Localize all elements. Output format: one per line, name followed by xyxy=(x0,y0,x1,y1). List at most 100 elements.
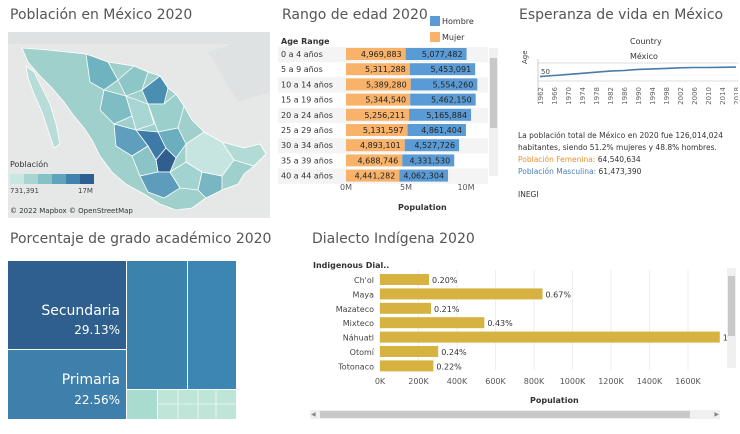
bar-hombre-label: 5,554,260 xyxy=(433,80,474,89)
academic-treemap[interactable]: Secundaria 29.13% Primaria 22.56% xyxy=(8,261,236,419)
bar-hombre[interactable] xyxy=(405,48,467,60)
bar-hombre[interactable] xyxy=(410,78,478,91)
treemap-tile-6[interactable] xyxy=(158,390,236,419)
bar-hombre-label: 4,331,530 xyxy=(410,156,451,165)
life-chart: 1962 1966 1970 1974 1978 1982 1986 1990 1994 1998… xyxy=(537,59,738,105)
bar-mujer[interactable] xyxy=(346,78,411,91)
dialect-bar[interactable] xyxy=(380,331,720,343)
tile-primaria-label: Primaria xyxy=(61,372,120,388)
bar-mujer-label: 5,256,211 xyxy=(364,111,405,120)
dialect-bar[interactable] xyxy=(380,274,430,285)
bar-hombre-label: 5,462,150 xyxy=(431,96,472,105)
bar-hombre-label: 5,077,482 xyxy=(422,50,463,59)
age-row-label: 15 a 19 años xyxy=(281,96,333,105)
dialect-scrollbar-vertical[interactable] xyxy=(727,268,736,368)
bar-mujer-label: 5,311,288 xyxy=(365,65,406,74)
dialect-row-label: Náhuatl xyxy=(343,334,374,343)
dialect-x-tick: 1600K xyxy=(675,377,701,386)
map-legend-max: 17M xyxy=(78,187,93,195)
life-country-name: México xyxy=(630,52,658,61)
source-label: INEGI xyxy=(518,190,539,199)
dialect-bar[interactable] xyxy=(380,360,434,372)
bar-mujer[interactable] xyxy=(346,93,411,106)
life-y-tick: 50 xyxy=(541,68,550,76)
life-x-tick: 1994 xyxy=(649,86,657,104)
dialect-x-tick: 600K xyxy=(485,377,506,386)
map-legend-title: Población xyxy=(10,160,49,169)
bar-hombre-label: 5,165,884 xyxy=(426,111,467,120)
dialect-row-label: Maya xyxy=(353,290,375,299)
dialect-bar[interactable] xyxy=(380,302,432,314)
female-label: Población Femenina: xyxy=(518,155,596,164)
dialect-x-tick: 1400K xyxy=(637,377,663,386)
life-series-line xyxy=(539,66,737,78)
bar-hombre[interactable] xyxy=(399,169,449,182)
bar-mujer[interactable] xyxy=(346,124,408,136)
age-title: Rango de edad 2020 xyxy=(282,7,428,23)
bar-mujer[interactable] xyxy=(346,48,406,60)
treemap-tile-secundaria[interactable]: Secundaria 29.13% xyxy=(8,261,126,349)
bar-hombre[interactable] xyxy=(404,139,460,152)
treemap-tile-5[interactable] xyxy=(127,390,157,419)
life-x-tick: 1978 xyxy=(593,87,601,105)
male-value: 61,473,390 xyxy=(598,167,642,176)
dialect-row-label: Mixteco xyxy=(343,319,374,328)
life-summary: La población total de México en 2020 fue… xyxy=(518,131,724,152)
dialect-row-label: Ch'ol xyxy=(354,276,374,285)
bar-mujer[interactable] xyxy=(346,169,400,182)
bar-hombre[interactable] xyxy=(407,124,466,136)
life-x-tick: 1990 xyxy=(635,87,643,105)
map-title: Población en México 2020 xyxy=(10,7,193,23)
life-x-tick: 1962 xyxy=(537,87,545,105)
age-row-label: 0 a 4 años xyxy=(281,50,323,59)
legend-swatch-mujer xyxy=(430,32,440,42)
dialect-bar[interactable] xyxy=(380,288,543,300)
bar-mujer[interactable] xyxy=(346,154,403,167)
legend-swatch-hombre xyxy=(430,16,440,26)
bar-mujer-label: 5,389,280 xyxy=(366,80,407,89)
dialect-x-tick: 800K xyxy=(524,377,545,386)
life-x-tick: 2002 xyxy=(677,87,685,105)
bar-hombre-label: 4,062,304 xyxy=(403,172,444,181)
bar-hombre[interactable] xyxy=(402,154,455,167)
dialect-chart: Ch'ol 0.20% Maya 0.67% Mazateco 0.21% Mixteco 0… xyxy=(336,270,728,386)
dialect-bar-label: 0.20% xyxy=(432,276,458,285)
treemap-tile-3[interactable] xyxy=(127,261,187,389)
dialect-title: Dialecto Indígena 2020 xyxy=(312,231,475,247)
bar-mujer-label: 4,688,746 xyxy=(358,156,399,165)
treemap-tile-4[interactable] xyxy=(188,261,236,389)
life-x-tick: 1974 xyxy=(579,86,587,104)
legend-label-hombre: Hombre xyxy=(442,17,474,26)
bar-mujer[interactable] xyxy=(346,139,405,152)
age-x-tick: 10M xyxy=(457,183,474,192)
bar-mujer-label: 4,893,101 xyxy=(360,141,401,150)
dialect-scrollbar-horizontal[interactable]: ◀ ▶ xyxy=(310,410,720,419)
bar-hombre[interactable] xyxy=(410,93,476,106)
legend-label-mujer: Mujer xyxy=(442,33,465,42)
mexico-map[interactable]: Población 731,391 17M © 2022 Mapbox © Op… xyxy=(8,32,270,218)
dialect-row-label: Mazateco xyxy=(336,305,374,314)
dialect-bar[interactable] xyxy=(380,346,439,357)
dialect-bar-label: 0.43% xyxy=(487,319,513,328)
treemap-tile-primaria[interactable]: Primaria 22.56% xyxy=(8,350,126,419)
life-x-tick: 2010 xyxy=(705,87,713,105)
male-label: Población Masculina: xyxy=(518,167,597,176)
life-x-tick: 1966 xyxy=(551,86,559,104)
map-legend-min: 731,391 xyxy=(10,187,39,195)
life-x-tick: 1982 xyxy=(607,87,615,105)
age-row-label: 20 a 24 años xyxy=(281,111,333,120)
dialect-header: Indigenous Dial.. xyxy=(313,261,390,270)
age-x-label: Population xyxy=(398,203,447,212)
bar-mujer[interactable] xyxy=(346,108,410,121)
female-value: 64,540,634 xyxy=(597,155,641,164)
bar-mujer[interactable] xyxy=(346,63,410,76)
dialect-bar[interactable] xyxy=(380,317,485,329)
life-x-tick: 2018 xyxy=(733,87,738,105)
bar-mujer-label: 4,969,883 xyxy=(361,50,402,59)
dialect-x-tick: 1200K xyxy=(598,377,624,386)
bar-hombre[interactable] xyxy=(409,63,476,76)
age-row-label: 25 a 29 años xyxy=(281,126,333,135)
age-scrollbar[interactable] xyxy=(489,48,498,176)
bar-hombre[interactable] xyxy=(409,108,472,121)
tile-secundaria-label: Secundaria xyxy=(41,303,120,319)
